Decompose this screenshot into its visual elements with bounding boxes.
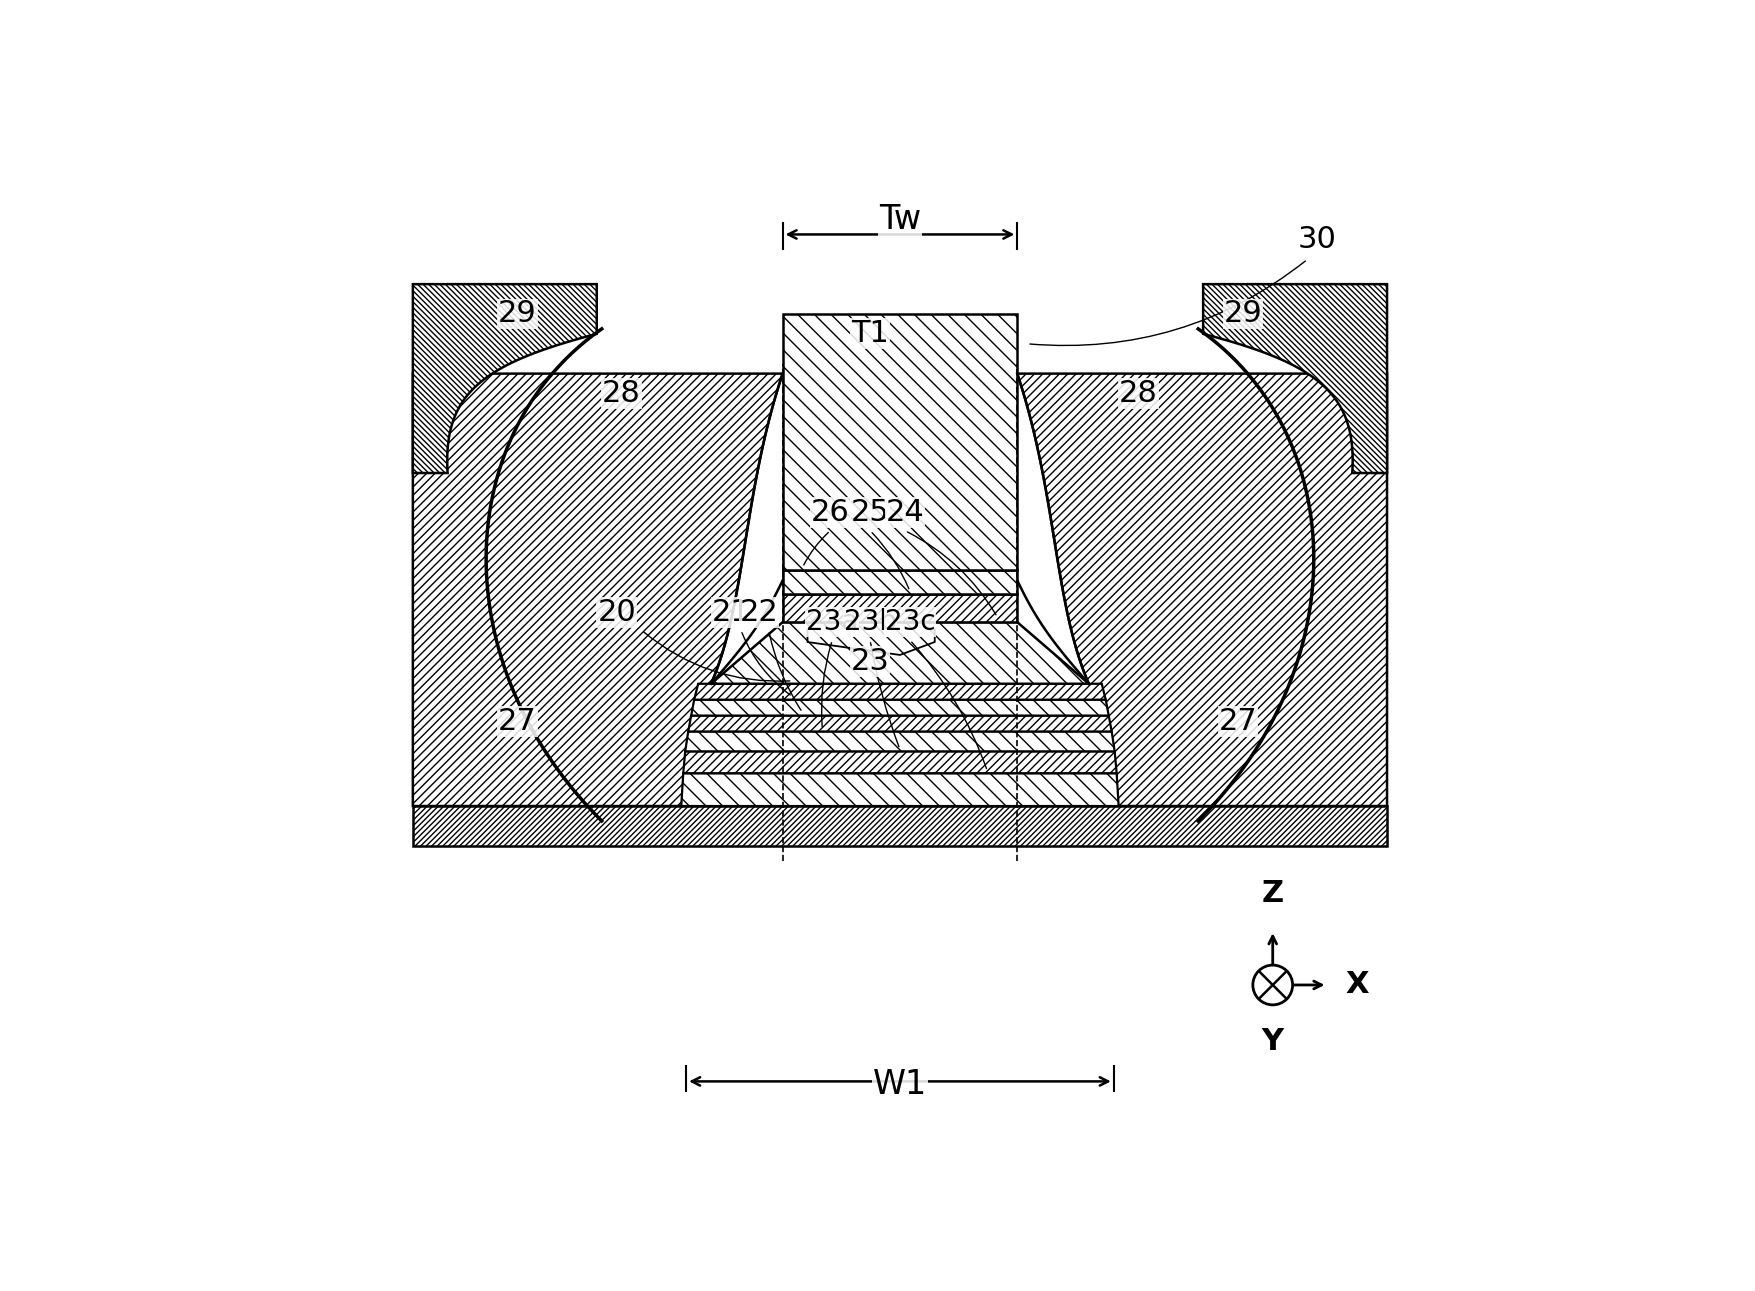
Text: 22: 22 xyxy=(739,598,777,626)
Circle shape xyxy=(1251,966,1292,1004)
Polygon shape xyxy=(1202,284,1386,473)
Text: 21: 21 xyxy=(711,598,749,626)
Polygon shape xyxy=(412,284,597,473)
Text: Z: Z xyxy=(1260,879,1283,909)
Polygon shape xyxy=(683,751,1116,773)
Polygon shape xyxy=(1016,373,1386,806)
Text: T1: T1 xyxy=(851,319,888,349)
Text: Y: Y xyxy=(1262,1026,1283,1056)
Text: 24: 24 xyxy=(885,498,923,527)
Polygon shape xyxy=(691,700,1107,715)
Polygon shape xyxy=(783,594,1016,622)
Polygon shape xyxy=(412,373,783,806)
Text: 28: 28 xyxy=(1118,380,1157,408)
Text: 27: 27 xyxy=(1218,707,1257,736)
Text: 20: 20 xyxy=(597,598,635,626)
Text: 23a: 23a xyxy=(806,608,858,636)
Text: 23c: 23c xyxy=(885,608,935,636)
Polygon shape xyxy=(681,773,1118,806)
Polygon shape xyxy=(783,314,1016,571)
Text: 23b: 23b xyxy=(842,608,897,636)
Text: 25: 25 xyxy=(849,498,890,527)
Text: 23: 23 xyxy=(849,647,890,676)
Text: 26: 26 xyxy=(811,498,849,527)
Text: Tw: Tw xyxy=(879,203,920,236)
Polygon shape xyxy=(693,684,1106,700)
Text: 27: 27 xyxy=(498,707,537,736)
Text: X: X xyxy=(1344,971,1367,999)
Polygon shape xyxy=(688,715,1111,732)
Text: W1: W1 xyxy=(872,1068,927,1101)
Polygon shape xyxy=(783,571,1016,594)
Polygon shape xyxy=(711,622,1088,684)
Text: 28: 28 xyxy=(602,380,641,408)
Text: 29: 29 xyxy=(498,300,537,328)
Polygon shape xyxy=(412,806,1386,846)
Polygon shape xyxy=(684,732,1114,751)
Text: 29: 29 xyxy=(1223,300,1262,328)
Text: 30: 30 xyxy=(1297,225,1336,254)
